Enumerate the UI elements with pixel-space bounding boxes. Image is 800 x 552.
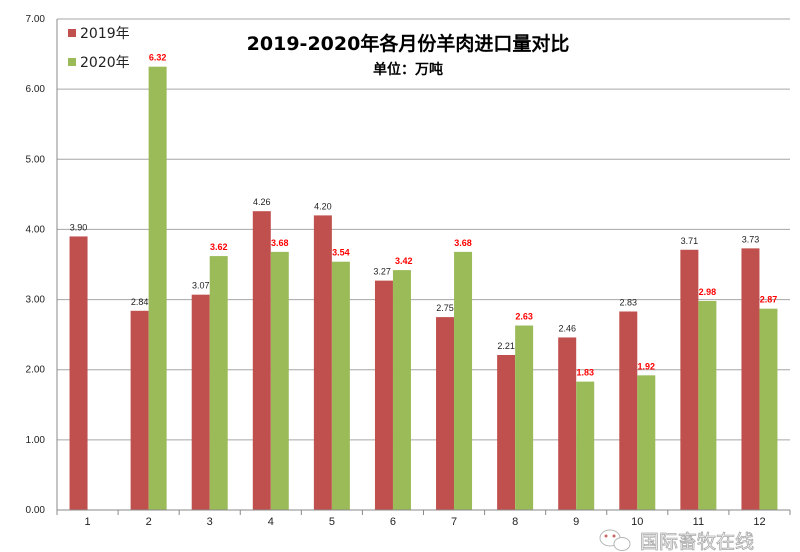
x-tick-label: 11 (693, 516, 704, 528)
data-label: 3.07 (192, 281, 210, 291)
axes: 0.001.002.003.004.005.006.007.001 2 3 4 5 6 7 8… (26, 14, 791, 528)
legend-label-2019: 2019年 (80, 26, 130, 42)
x-tick-label: 5 (329, 516, 335, 528)
y-tick-label: 1.00 (26, 435, 46, 446)
bar-2020年-2 (148, 66, 167, 510)
data-label: 4.26 (253, 197, 271, 207)
bar-2019年-7 (436, 317, 455, 510)
x-tick-label: 9 (573, 516, 579, 528)
bar-2019年-1 (69, 236, 88, 510)
data-label: 3.42 (395, 256, 413, 266)
bar-2020年-4 (270, 251, 289, 511)
bar-2019年-2 (130, 310, 149, 510)
bar-2019年-3 (191, 294, 210, 510)
bar-2019年-4 (252, 211, 271, 511)
data-label: 1.83 (576, 368, 594, 378)
watermark: 国际畜牧在线 (599, 529, 754, 552)
bar-2019年-5 (313, 215, 332, 510)
bar-2020年-11 (698, 300, 717, 510)
data-label: 2.83 (620, 297, 638, 307)
watermark-text: 国际畜牧在线 (640, 531, 754, 552)
y-tick-label: 0.00 (26, 505, 46, 516)
data-label: 2.84 (131, 297, 149, 307)
data-label: 3.73 (742, 234, 760, 244)
data-label: 3.68 (271, 238, 289, 248)
y-tick-label: 6.00 (26, 84, 46, 95)
bar-2020年-8 (515, 325, 534, 510)
data-label: 2.21 (497, 341, 515, 351)
data-label: 3.62 (210, 242, 228, 252)
data-labels: 3.90 2.84 6.32 3.07 3.62 4.26 3.68 4.20 3.54 3.27… (70, 53, 777, 378)
bar-2020年-3 (209, 256, 228, 510)
y-tick-label: 2.00 (26, 365, 46, 376)
data-label: 3.90 (70, 222, 88, 232)
data-label: 3.54 (332, 248, 350, 258)
bars (69, 66, 778, 511)
data-label: 2.63 (515, 312, 533, 322)
bar-2019年-11 (680, 249, 699, 510)
x-tick-label: 4 (268, 516, 274, 528)
legend-swatch-2020 (68, 58, 76, 66)
gridlines (57, 18, 790, 441)
bar-2020年-9 (576, 381, 595, 510)
bar-2020年-6 (392, 270, 411, 510)
chart-subtitle: 单位：万吨 (373, 61, 443, 78)
wechat-icon (599, 529, 631, 551)
data-label: 3.71 (681, 236, 699, 246)
x-tick-label: 6 (390, 516, 396, 528)
bar-2020年-7 (454, 251, 473, 511)
x-tick-label: 7 (451, 516, 457, 528)
y-tick-label: 7.00 (26, 14, 46, 25)
bar-2020年-12 (759, 308, 778, 510)
x-tick-label: 2 (146, 516, 152, 528)
x-tick-label: 10 (631, 516, 643, 528)
data-label: 4.20 (314, 201, 332, 211)
legend-label-2020: 2020年 (80, 55, 130, 71)
data-label: 6.32 (149, 53, 167, 63)
y-tick-label: 4.00 (26, 224, 46, 235)
y-tick-label: 5.00 (26, 154, 46, 165)
x-tick-label: 12 (753, 516, 765, 528)
bar-2019年-10 (619, 311, 638, 510)
bar-2019年-8 (497, 354, 516, 510)
data-label: 3.68 (454, 238, 472, 248)
legend-swatch-2019 (68, 29, 76, 37)
bar-2020年-10 (637, 375, 656, 510)
legend: 2019年 2020年 (68, 26, 130, 71)
x-tick-label: 8 (512, 516, 518, 528)
chart-title: 2019-2020年各月份羊肉进口量对比 (247, 32, 570, 55)
data-label: 2.75 (436, 303, 454, 313)
bar-2019年-6 (374, 280, 393, 510)
data-label: 2.98 (699, 287, 717, 297)
y-tick-label: 3.00 (26, 295, 46, 306)
data-label: 3.27 (373, 267, 391, 277)
x-tick-label: 3 (207, 516, 213, 528)
bar-2019年-9 (558, 337, 577, 510)
bar-2019年-12 (741, 248, 760, 511)
data-label: 2.46 (558, 323, 576, 333)
data-label: 1.92 (638, 361, 656, 371)
bar-2020年-5 (331, 261, 350, 510)
x-tick-label: 1 (84, 516, 90, 528)
data-label: 2.87 (760, 295, 778, 305)
